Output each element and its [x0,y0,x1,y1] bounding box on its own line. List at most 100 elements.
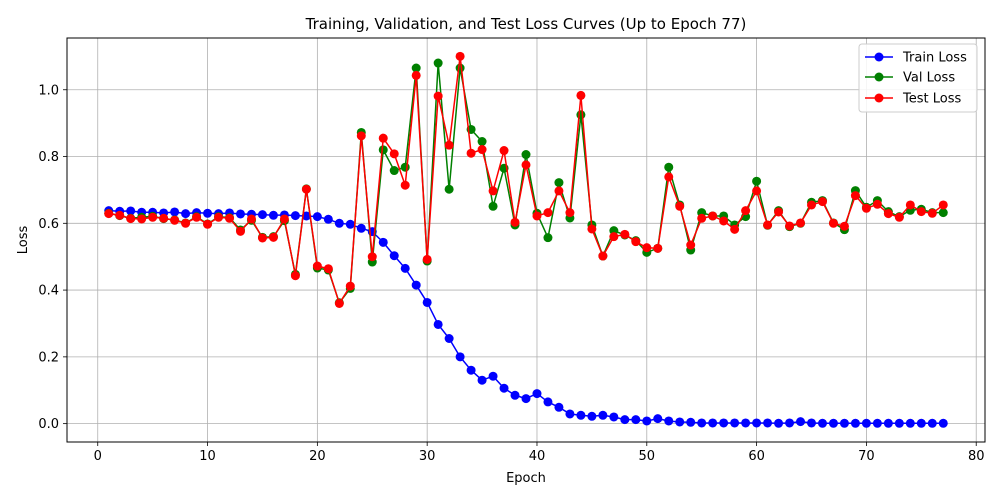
data-point-train [905,418,915,428]
data-point-train [400,263,410,273]
data-point-test [905,200,915,210]
data-point-train [598,410,608,420]
data-point-val [378,145,388,155]
data-point-test [246,214,256,224]
x-axis-label: Epoch [506,471,546,486]
data-point-test [389,149,399,159]
data-point-test [444,140,454,150]
data-point-train [477,375,487,385]
data-point-train [565,409,575,419]
x-tick-label: 70 [858,449,875,464]
data-point-train [741,418,751,428]
legend-item-train: Train Loss [865,51,967,66]
series-test [104,51,948,308]
legend: Train Loss Val Loss Test Loss [858,43,978,113]
y-axis-label: Loss [16,226,31,255]
data-point-test [323,264,333,274]
x-tick-label: 10 [199,449,216,464]
data-point-test [686,240,696,250]
legend-val-marker [874,72,884,82]
data-point-test [763,220,773,230]
data-point-test [872,199,882,209]
x-tick-label: 20 [309,449,326,464]
data-point-train [532,389,542,399]
y-tick-label: 0.6 [38,217,59,232]
legend-val-label: Val Loss [903,71,955,86]
data-point-test [938,200,948,210]
data-point-train [609,412,619,422]
data-point-test [598,251,608,261]
data-point-test [719,216,729,226]
data-point-test [653,243,663,253]
data-point-val [455,63,465,73]
data-point-val [444,184,454,194]
data-point-val [411,63,421,73]
data-point-train [433,319,443,329]
data-point-test [927,208,937,218]
x-tick-label: 40 [529,449,546,464]
data-point-test [796,218,806,228]
data-point-val [752,176,762,186]
data-point-train [916,418,926,428]
data-point-test [675,201,685,211]
data-point-val [477,137,487,146]
data-point-test [115,210,125,220]
x-tick-label: 60 [748,449,765,464]
data-point-train [488,371,498,381]
data-point-test [839,221,849,231]
x-tick-label: 50 [639,449,656,464]
data-point-train [312,212,322,222]
data-point-train [126,206,136,216]
data-point-train [554,402,564,412]
ticks: 0 10 20 30 40 50 60 70 80 0.0 0.2 0.4 0.6 0.8 1.0 [38,83,984,464]
data-point-test [521,160,531,170]
data-point-test [356,131,366,141]
data-point-test [192,212,202,222]
data-point-train [752,418,762,428]
data-point-test [367,252,377,262]
legend-item-test: Test Loss [865,92,961,107]
data-point-test [807,200,816,210]
legend-item-val: Val Loss [865,71,955,86]
data-point-test [730,224,740,234]
legend-test-label: Test Loss [902,92,961,107]
data-point-test [554,186,564,196]
legend-train-marker [874,52,884,62]
data-point-train [411,280,421,290]
data-point-train [444,334,454,343]
data-point-train [730,418,740,428]
data-point-val [521,150,531,160]
data-point-train [170,207,180,217]
data-point-test [137,214,147,224]
data-point-test [576,90,586,100]
data-point-test [345,281,355,291]
data-point-val [389,166,399,176]
data-point-train [861,418,871,428]
x-tick-label: 80 [968,449,985,464]
data-point-train [850,418,860,428]
data-point-train [236,209,245,219]
data-point-train [356,223,366,233]
data-point-train [334,218,344,228]
data-point-train [521,394,531,404]
data-point-train [499,383,509,393]
data-point-val [433,58,443,68]
data-point-train [719,418,729,428]
plot-frame [66,37,986,443]
data-point-train [301,211,311,221]
data-point-test [400,180,410,190]
data-point-val [554,178,564,188]
data-point-test [411,70,421,80]
data-point-test [378,133,388,143]
data-point-train [378,237,388,247]
data-point-train [181,209,191,219]
y-tick-label: 0.2 [38,350,59,365]
data-point-test [225,213,235,223]
data-point-test [455,51,465,61]
data-point-test [785,221,795,231]
data-point-test [916,207,926,217]
data-point-train [642,416,652,426]
data-point-test [422,254,432,264]
data-point-train [817,418,827,428]
